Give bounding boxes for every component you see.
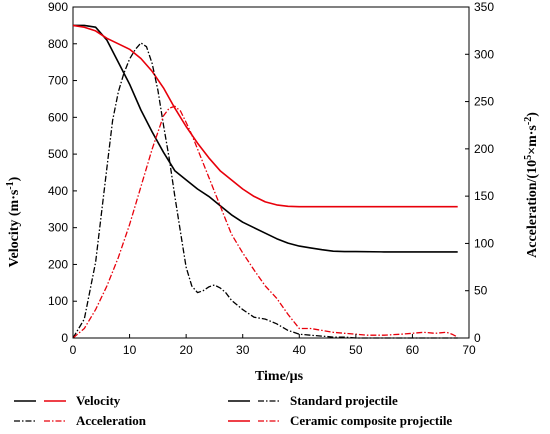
plot-area: 0 10 20 30 40 50 60 70 010020030040050060070080… [48, 0, 494, 357]
y-left-tick-label: 900 [48, 0, 68, 14]
y-right-tick-label: 100 [474, 236, 494, 250]
y-left-tick-label: 300 [48, 221, 68, 235]
y-axis-right-title-main: Acceleration/(10 [525, 160, 540, 258]
y-axis-right-title-mid: ×m·s [525, 125, 540, 155]
velocity-standard-line [73, 24, 458, 253]
y-right-tick-label: 250 [474, 95, 494, 109]
legend-velocity-label: Velocity [76, 393, 121, 408]
y-left-tick-label: 100 [48, 294, 68, 308]
y-left-tick-label: 600 [48, 110, 68, 124]
y-right-tick-label: 150 [474, 189, 494, 203]
x-axis: 0 10 20 30 40 50 60 70 [70, 334, 476, 357]
x-tick-label: 50 [349, 343, 363, 357]
y-left-tick-label: 500 [48, 147, 68, 161]
y-left-tick-label: 0 [61, 331, 68, 345]
x-tick-label: 30 [236, 343, 250, 357]
x-tick-label: 60 [406, 343, 420, 357]
legend-ceramic-label: Ceramic composite projectile [290, 413, 452, 428]
y-right-tick-label: 50 [474, 284, 488, 298]
y-axis-right-title-sup1: 5 [523, 155, 534, 160]
velocity-ceramic-line [72, 24, 458, 208]
legend: Velocity Acceleration Standard projectil… [14, 393, 452, 428]
legend-standard-label: Standard projectile [290, 393, 398, 408]
y-left-tick-label: 200 [48, 257, 68, 271]
series-layer [72, 24, 458, 339]
x-tick-label: 20 [179, 343, 193, 357]
acceleration-standard-line [72, 42, 458, 339]
y-axis-left-title-end: ) [7, 176, 22, 181]
y-right-tick-label: 350 [474, 0, 494, 14]
acceleration-ceramic-line [72, 105, 458, 339]
y-axis-left: 0 100 200 300 400 500 600 700 800 900 [48, 0, 77, 345]
x-tick-label: 40 [293, 343, 307, 357]
y-left-tick-label: 800 [48, 37, 68, 51]
y-axis-left-title: Velocity (m·s-1) [5, 176, 23, 267]
plot-frame [72, 6, 470, 339]
x-axis-title: Time/μs [255, 369, 304, 384]
y-axis-left-title-sup: -1 [5, 181, 16, 189]
x-tick-label: 70 [462, 343, 476, 357]
y-axis-right-title: Acceleration/(105×m·s-2) [523, 112, 541, 258]
y-axis-left-title-main: Velocity (m·s [7, 189, 22, 267]
y-right-tick-label: 200 [474, 142, 494, 156]
y-left-tick-label: 400 [48, 184, 68, 198]
y-axis-right-title-end: ) [525, 112, 540, 117]
legend-acceleration-label: Acceleration [76, 413, 147, 428]
x-tick-label: 10 [123, 343, 137, 357]
y-right-tick-label: 300 [474, 47, 494, 61]
y-axis-right: 0 50 100 150 200 250 300 350 [465, 0, 494, 345]
y-left-tick-label: 700 [48, 74, 68, 88]
x-tick-label: 0 [70, 343, 77, 357]
y-right-tick-label: 0 [474, 331, 481, 345]
y-axis-right-title-sup2: -2 [523, 117, 534, 125]
